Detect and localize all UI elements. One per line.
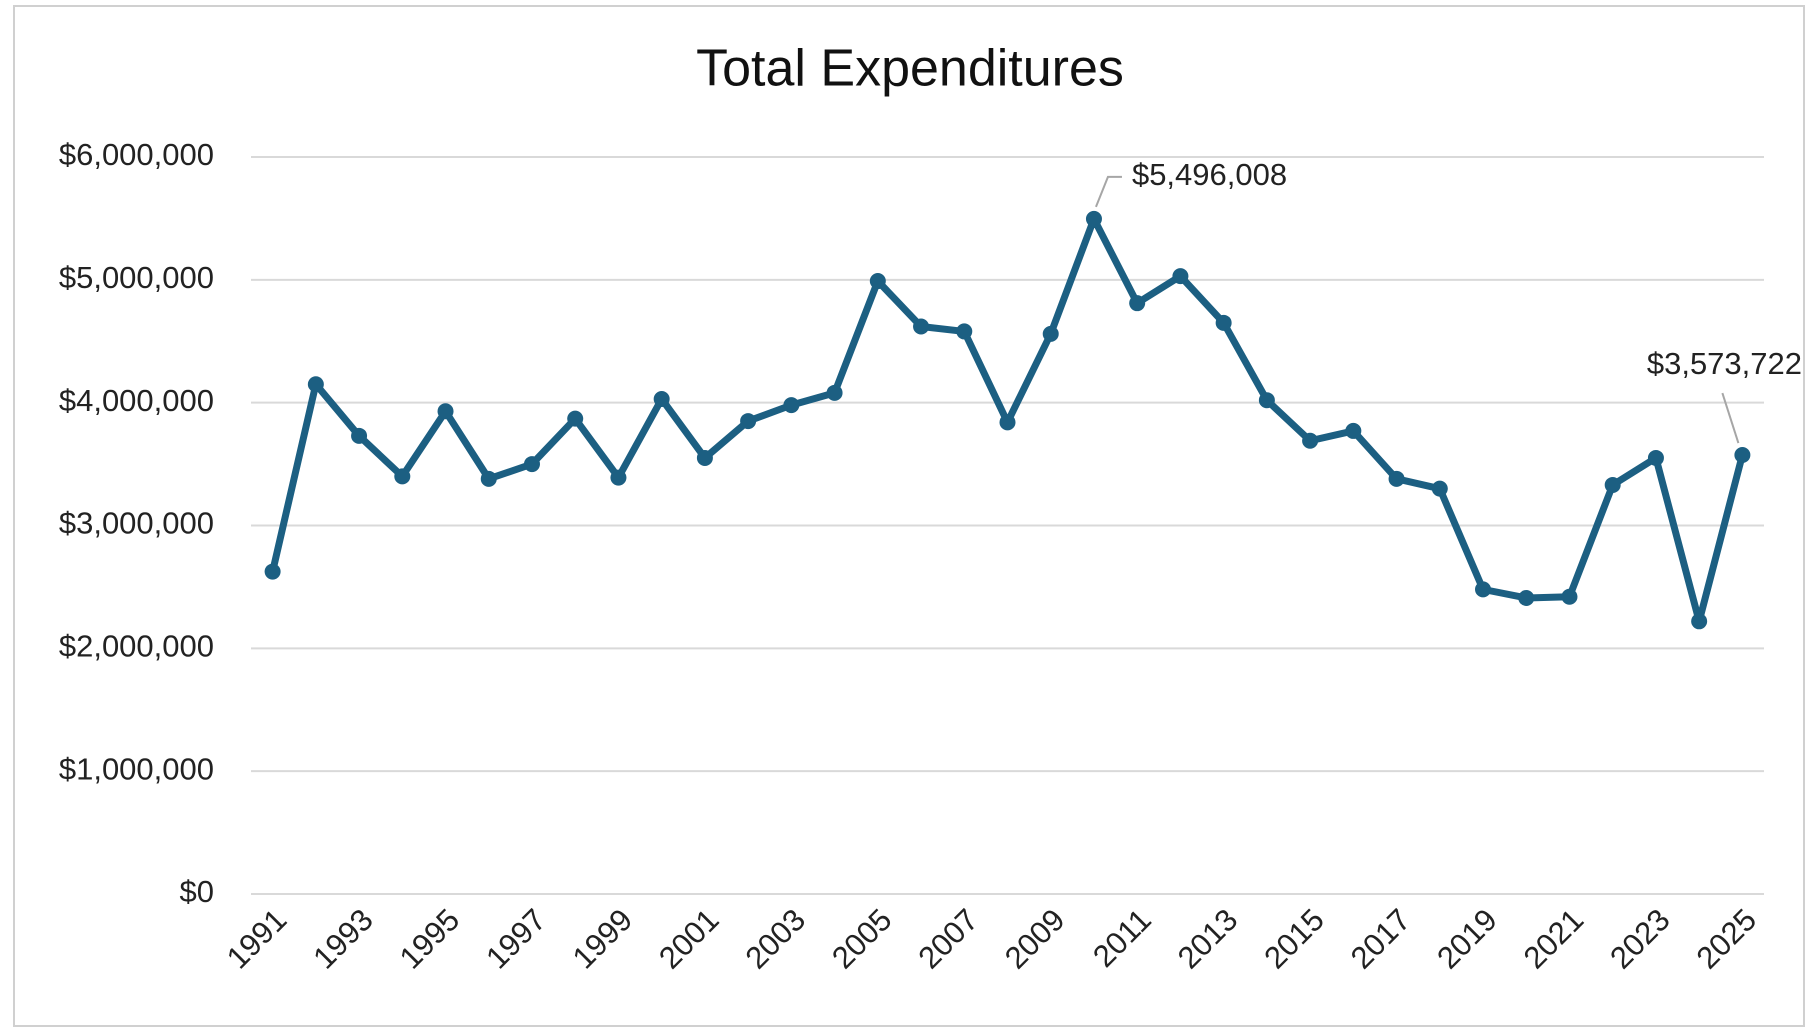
data-point [869, 273, 886, 290]
data-point [480, 470, 497, 487]
chart-frame [13, 5, 1805, 1027]
data-point [394, 468, 411, 485]
data-point [1388, 470, 1405, 487]
data-point [1691, 613, 1708, 630]
data-point [826, 384, 843, 401]
data-point [523, 456, 540, 473]
data-point [956, 323, 973, 340]
y-tick-label: $0 [180, 874, 214, 909]
data-label: $5,496,008 [1132, 157, 1287, 192]
data-point [999, 414, 1016, 431]
data-point [1518, 589, 1535, 606]
data-point [567, 410, 584, 427]
data-point [1604, 476, 1621, 493]
data-point [1042, 325, 1059, 342]
y-tick-label: $6,000,000 [59, 137, 214, 172]
y-tick-label: $3,000,000 [59, 506, 214, 541]
chart-title: Total Expenditures [696, 40, 1124, 98]
data-point [610, 469, 627, 486]
data-point [1258, 392, 1275, 409]
data-point [264, 563, 281, 580]
data-point [783, 397, 800, 414]
data-point [1302, 432, 1319, 449]
y-tick-label: $5,000,000 [59, 260, 214, 295]
leader-line [1721, 392, 1740, 444]
y-tick-label: $4,000,000 [59, 383, 214, 418]
data-point [696, 449, 713, 466]
data-point [1172, 268, 1189, 285]
data-label: $3,573,722 [1647, 346, 1802, 381]
data-point [740, 413, 757, 430]
data-point [1215, 314, 1232, 331]
data-point [1475, 581, 1492, 598]
data-point [1431, 480, 1448, 497]
data-point [351, 427, 368, 444]
leader-line [1095, 175, 1122, 208]
data-point [1734, 447, 1751, 464]
y-tick-label: $2,000,000 [59, 629, 214, 664]
data-point [1345, 422, 1362, 439]
data-point [307, 376, 324, 393]
data-point [1129, 295, 1146, 312]
data-point [1647, 449, 1664, 466]
data-point [913, 318, 930, 335]
y-tick-label: $1,000,000 [59, 751, 214, 786]
data-point [1085, 210, 1102, 227]
data-point [1561, 588, 1578, 605]
data-point [653, 390, 670, 407]
data-point [437, 403, 454, 420]
